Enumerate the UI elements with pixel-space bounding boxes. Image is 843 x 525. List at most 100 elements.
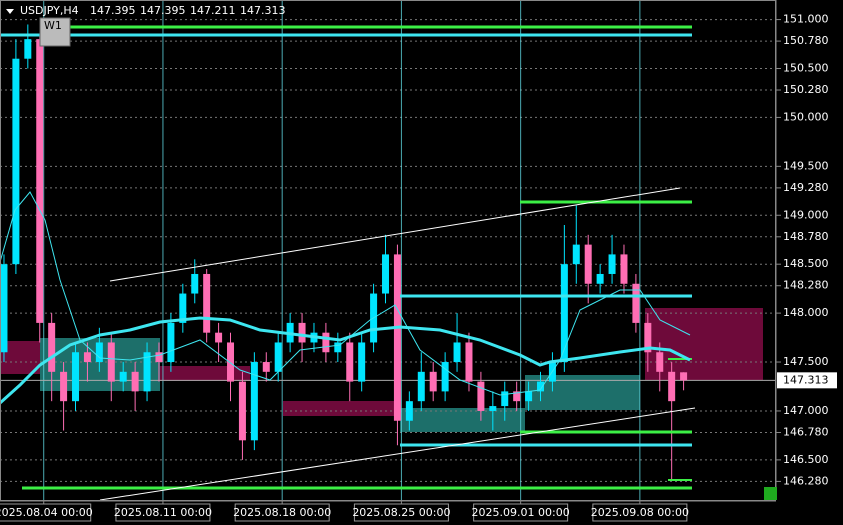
x-tick-label: 2025.08.04 00:00 <box>0 506 93 519</box>
candle-body <box>537 381 545 392</box>
candle-body <box>274 342 282 372</box>
x-tick-box <box>0 503 92 522</box>
candle-body <box>560 264 568 363</box>
candle-body <box>405 401 413 421</box>
candle-body <box>48 322 56 372</box>
candle-body <box>358 342 366 382</box>
y-tick-label: 149.500 <box>783 159 829 172</box>
timeframe-button[interactable] <box>39 17 71 47</box>
y-tick-label: 147.500 <box>783 355 829 368</box>
candle-body <box>382 254 390 294</box>
zone <box>525 375 640 410</box>
candle-body <box>620 254 628 284</box>
candle-body <box>525 391 533 402</box>
candle-body <box>322 332 330 353</box>
candle-body <box>441 362 449 392</box>
candle-body <box>203 273 211 333</box>
candle-body <box>632 283 640 323</box>
x-tick-label: 2025.08.11 00:00 <box>114 506 212 519</box>
zone <box>400 408 525 432</box>
candle-body <box>215 332 223 343</box>
candle-body <box>143 352 151 392</box>
y-tick-label: 151.000 <box>783 13 829 26</box>
ohlc-close: 147.313 <box>240 4 286 17</box>
y-tick-label: 148.780 <box>783 230 829 243</box>
zone <box>283 401 400 416</box>
grid <box>0 0 775 500</box>
candle-body <box>584 244 592 284</box>
candle-body <box>83 352 91 363</box>
candle-body <box>429 371 437 392</box>
y-tick-label: 147.000 <box>783 404 829 417</box>
candle-body <box>107 342 115 382</box>
x-tick-label: 2025.09.01 00:00 <box>472 506 570 519</box>
candle-body <box>477 381 485 411</box>
y-tick-label: 148.500 <box>783 257 829 270</box>
current-price-box <box>777 372 837 389</box>
candle-body <box>262 362 270 372</box>
y-tick-label: 146.280 <box>783 474 829 487</box>
candle-body <box>191 273 199 294</box>
candle-body <box>95 342 103 363</box>
candle-body <box>179 293 187 323</box>
y-tick-label: 150.000 <box>783 110 829 123</box>
candle-body <box>608 254 616 274</box>
ohlc-low: 147.211 <box>190 4 236 17</box>
candle-body <box>36 39 44 323</box>
candle-body <box>60 371 68 402</box>
candle-body <box>453 342 461 363</box>
candle-body <box>572 244 580 265</box>
candle-body <box>668 371 676 402</box>
candle-body <box>167 322 175 363</box>
candle-body <box>227 342 235 382</box>
candle-body <box>238 381 246 441</box>
x-tick-label: 2025.08.25 00:00 <box>352 506 450 519</box>
y-tick-label: 149.000 <box>783 208 829 221</box>
candle-body <box>596 273 604 284</box>
axes: 151.000 150.780 150.500 150.280 150.000 149.5… <box>0 13 837 522</box>
x-tick-label: 2025.09.08 00:00 <box>591 506 689 519</box>
current-price-label: 147.313 <box>783 373 829 386</box>
candle-body <box>501 391 509 407</box>
y-tick-label: 148.000 <box>783 306 829 319</box>
candle-body <box>489 406 497 411</box>
x-tick-box <box>592 503 688 522</box>
candle-body <box>119 371 127 382</box>
timeframe-label: W1 <box>44 19 62 32</box>
candle-body <box>680 372 688 381</box>
y-tick-label: 146.780 <box>783 425 829 438</box>
symbol: USDJPY,H4 <box>20 4 79 17</box>
zone <box>645 308 763 380</box>
price-axis <box>776 0 843 500</box>
candle-body <box>393 254 401 421</box>
trendline <box>109 187 681 282</box>
zone <box>160 366 250 381</box>
y-tick-label: 149.280 <box>783 181 829 194</box>
toggle-button[interactable] <box>764 487 777 500</box>
candle-body <box>131 371 139 392</box>
candle-body <box>656 352 664 372</box>
x-tick-label: 2025.08.18 00:00 <box>233 506 331 519</box>
y-tick-label: 150.500 <box>783 61 829 74</box>
x-tick-box <box>473 503 569 522</box>
candle-body <box>12 58 20 265</box>
candle-body <box>513 391 521 402</box>
menu-arrow[interactable] <box>6 9 14 14</box>
candle-body <box>0 264 8 353</box>
candle-body <box>155 352 163 363</box>
y-tick-label: 150.780 <box>783 34 829 47</box>
candle-body <box>298 322 306 343</box>
x-tick-box <box>115 503 211 522</box>
candle-body <box>334 342 342 353</box>
candle-body <box>250 362 258 441</box>
candle-body <box>417 371 425 402</box>
y-tick-label: 148.280 <box>783 279 829 292</box>
ohlc-high: 147.395 <box>140 4 186 17</box>
x-tick-box <box>234 503 330 522</box>
moving-average <box>0 191 691 396</box>
candle-body <box>465 342 473 382</box>
trendline <box>99 407 696 501</box>
